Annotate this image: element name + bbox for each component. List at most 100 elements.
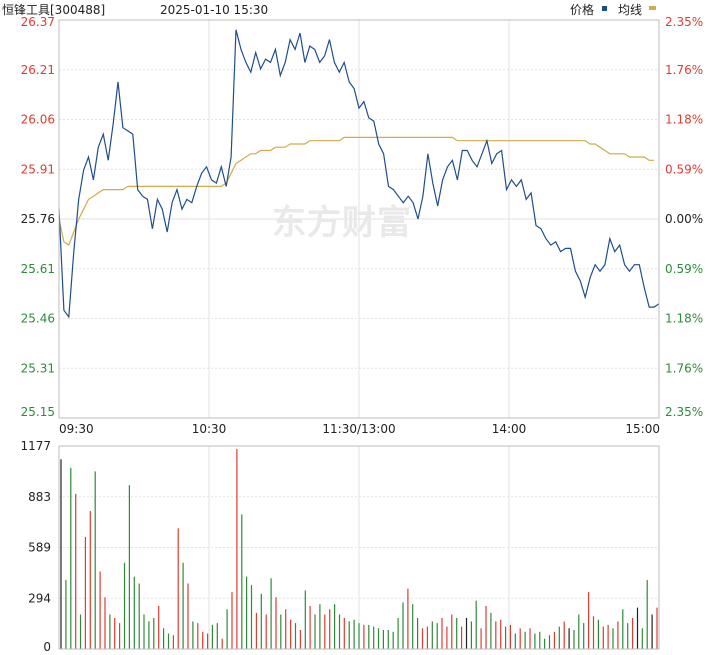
volume-bar — [192, 621, 194, 649]
series-line-price — [58, 29, 660, 319]
time-axis: 09:30 10:30 11:30/13:00 14:00 15:00 — [59, 422, 660, 436]
volume-bar — [656, 607, 658, 649]
volume-bar — [177, 528, 179, 649]
volume-bar — [236, 448, 238, 649]
time-tick-label: 15:00 — [625, 422, 660, 436]
volume-bar — [431, 621, 433, 649]
volume-bar — [509, 624, 511, 649]
volume-bar — [114, 618, 116, 649]
volume-bar — [529, 628, 531, 649]
volume-bar — [128, 485, 130, 649]
price-panel-grid — [59, 20, 659, 418]
volume-bar — [534, 633, 536, 649]
volume-bar — [285, 609, 287, 649]
volume-bar — [104, 597, 106, 649]
volume-bar — [138, 583, 140, 649]
volume-bar — [153, 618, 155, 649]
volume-bar — [558, 626, 560, 649]
volume-panel-frame — [58, 445, 660, 650]
volume-bar — [324, 614, 326, 649]
percent-tick-label: 1.18% — [665, 312, 703, 326]
volume-bar — [84, 536, 86, 649]
volume-bar — [495, 621, 497, 649]
stock-title: 恒锋工具[300488] — [2, 3, 105, 17]
volume-bar — [592, 616, 595, 649]
volume-bar — [158, 605, 160, 649]
price-tick-label: 25.61 — [21, 262, 55, 276]
volume-bar — [480, 628, 482, 649]
volume-bar — [392, 631, 394, 649]
volume-bar — [382, 630, 384, 649]
percent-tick-label: 2.35% — [665, 15, 703, 29]
volume-bar — [490, 612, 492, 649]
volume-bar — [573, 630, 575, 649]
volume-bar — [397, 618, 399, 649]
volume-bar — [246, 576, 248, 649]
volume-bar — [622, 609, 624, 649]
watermark-text: 东方财富 — [272, 203, 412, 243]
time-tick-label: 09:30 — [59, 422, 94, 436]
volume-bar — [221, 638, 223, 649]
volume-bar — [94, 471, 96, 649]
volume-bar — [353, 619, 355, 649]
volume-bar — [636, 607, 639, 649]
volume-bar — [172, 635, 174, 649]
volume-bar — [197, 623, 199, 649]
volume-bar — [241, 514, 243, 649]
price-line-layer — [58, 29, 660, 319]
percent-tick-label: 1.18% — [665, 113, 703, 127]
volume-panel-grid — [59, 446, 659, 649]
volume-bar — [148, 621, 150, 649]
volume-bar — [99, 571, 101, 649]
price-tick-label: 25.76 — [21, 212, 55, 226]
volume-bar — [412, 604, 414, 649]
volume-bar — [255, 612, 257, 649]
volume-bar — [265, 614, 267, 649]
price-tick-label: 26.37 — [21, 15, 55, 29]
percent-tick-label: 1.76% — [665, 361, 703, 375]
volume-bar — [294, 623, 297, 649]
volume-bar — [524, 631, 526, 649]
volume-bar — [456, 618, 458, 649]
volume-bar — [402, 602, 404, 649]
volume-tick-label: 1177 — [20, 439, 51, 453]
volume-bar — [646, 580, 648, 649]
volume-bar — [363, 624, 365, 649]
volume-bar — [275, 597, 277, 649]
volume-bar — [250, 585, 253, 649]
volume-bar — [60, 459, 62, 649]
volume-bar — [519, 628, 521, 649]
legend-avg-swatch — [649, 6, 656, 10]
legend-price-swatch — [602, 6, 607, 11]
volume-bar — [446, 626, 448, 649]
volume-bar — [553, 631, 555, 649]
volume-bar — [436, 623, 438, 649]
volume-bar — [299, 630, 301, 649]
volume-bar — [627, 623, 629, 649]
volume-bar — [588, 592, 590, 649]
time-tick-label: 14:00 — [492, 422, 527, 436]
volume-bar — [505, 626, 507, 649]
volume-bar — [421, 628, 424, 649]
price-tick-label: 26.21 — [21, 63, 55, 77]
volume-bar — [79, 614, 82, 649]
volume-bar — [319, 604, 321, 649]
volume-bar — [461, 626, 463, 649]
volume-bar — [373, 626, 375, 649]
volume-bar — [641, 628, 643, 649]
legend-price-label: 价格 — [570, 2, 594, 17]
volume-bar — [343, 618, 345, 649]
price-tick-label: 25.15 — [21, 405, 55, 419]
volume-bar — [314, 614, 316, 649]
volume-bar — [348, 621, 350, 649]
volume-bar — [202, 631, 204, 649]
volume-bar — [133, 576, 135, 649]
volume-bar — [358, 623, 360, 649]
volume-bar — [290, 619, 292, 649]
volume-bar — [544, 638, 546, 649]
volume-bar — [451, 614, 453, 649]
volume-bar — [211, 624, 213, 649]
volume-bar — [75, 493, 77, 649]
volume-bar — [407, 588, 409, 649]
volume-bar — [583, 623, 585, 649]
